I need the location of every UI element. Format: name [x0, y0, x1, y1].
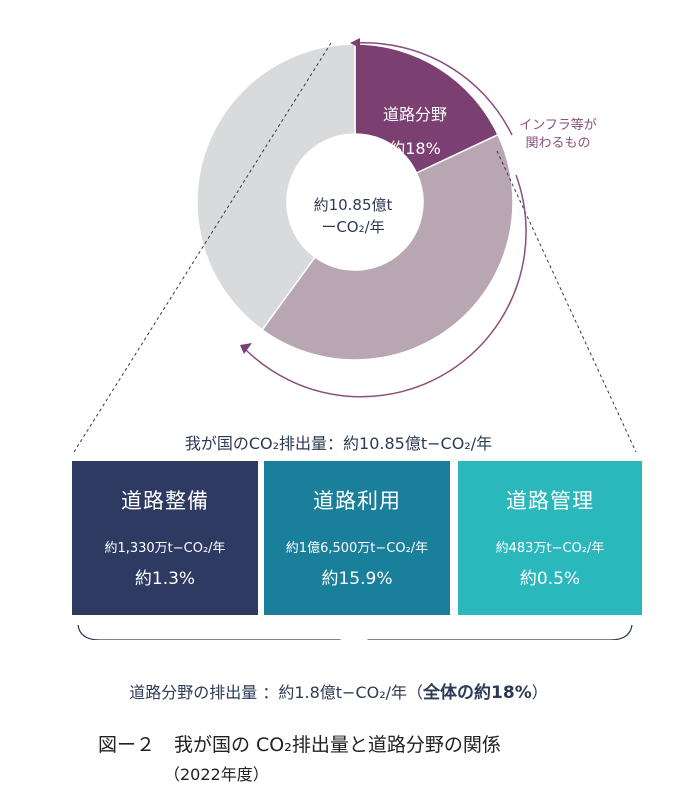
box-road-use: 道路利用 約1億6,500万t−CO₂/年 約15.9% — [264, 461, 450, 615]
box-title: 道路整備 — [121, 489, 209, 513]
summary-highlight: 全体の約18% — [423, 683, 532, 703]
box-title: 道路管理 — [506, 489, 594, 513]
center-label-line2: ーCO₂/年 — [321, 218, 385, 236]
arc-arrow-top — [355, 42, 513, 136]
slice-label-road: 道路分野 約18% — [376, 101, 454, 159]
box-percentage: 約1.3% — [134, 569, 196, 589]
arc-arrowhead-bottom — [240, 343, 252, 354]
donut-slices — [196, 43, 514, 361]
donut-slice-2 — [196, 43, 356, 331]
box-amount: 約483万t−CO₂/年 — [495, 541, 605, 556]
figure-caption: 図ー２ 我が国の CO₂排出量と道路分野の関係 — [98, 734, 501, 756]
slice-value: 約18% — [389, 139, 441, 158]
box-road-management: 道路管理 約483万t−CO₂/年 約0.5% — [458, 461, 642, 615]
donut-chart — [73, 38, 637, 640]
summary-prefix: 道路分野の排出量 ：約1.8億t−CO₂/年（ — [129, 683, 424, 702]
slice-name: 道路分野 — [382, 105, 447, 124]
brace — [77, 624, 633, 640]
box-title: 道路利用 — [313, 489, 401, 513]
arc-arrowhead-top — [350, 38, 360, 48]
donut-slice-1 — [261, 133, 514, 361]
figure-caption-year: （2022年度） — [164, 765, 269, 784]
donut-slice-0 — [354, 43, 499, 175]
guide-line-right — [496, 150, 637, 453]
box-road-construction: 道路整備 約1,330万t−CO₂/年 約1.3% — [72, 461, 258, 615]
box-amount: 約1,330万t−CO₂/年 — [104, 541, 226, 556]
arc-arrow-bottom — [245, 174, 527, 398]
box-percentage: 約0.5% — [519, 569, 581, 589]
guide-line-left — [73, 42, 332, 453]
road-sector-summary: 道路分野の排出量 ：約1.8億t−CO₂/年（全体の約18%） — [0, 678, 677, 703]
summary-suffix: ） — [531, 683, 548, 702]
center-label-line1: 約10.85億t — [313, 196, 393, 214]
box-amount: 約1億6,500万t−CO₂/年 — [285, 541, 429, 556]
box-percentage: 約15.9% — [321, 569, 393, 589]
total-emissions-line: 我が国のCO₂排出量：約10.85億t−CO₂/年 — [184, 434, 493, 453]
arc-note-line1: インフラ等が — [519, 118, 597, 133]
arc-note-line2: 関わるもの — [525, 136, 591, 151]
arc-note: インフラ等が 関わるもの — [508, 117, 608, 153]
donut-center-label: 約10.85億t ーCO₂/年 — [295, 194, 411, 238]
